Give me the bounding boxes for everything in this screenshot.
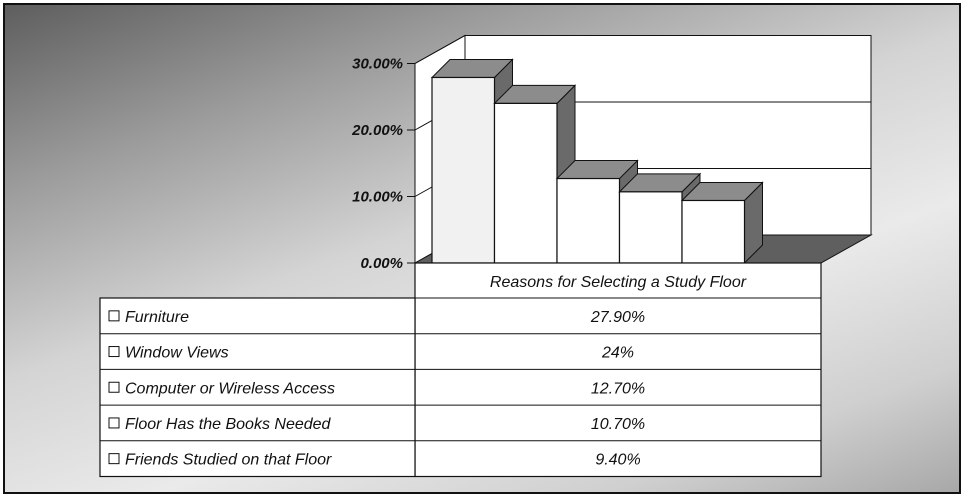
data-label: 24% [601,345,634,362]
y-tick-label: 0.00% [360,255,403,272]
bar-front [681,199,746,264]
chart-bars [430,58,764,265]
series-name: Window Views [125,345,229,362]
legend-key-icon [108,310,120,322]
table-legend-area [99,297,416,478]
bar-front [493,102,558,264]
y-axis-ticks: 0.00% 10.00% 20.00% 30.00% [351,56,416,272]
gridline [414,35,871,64]
legend-key-icon [108,346,120,358]
y-tick-label: 20.00% [351,122,403,139]
y-tick-label: 10.00% [352,189,403,206]
data-table: Reasons for Selecting a Study Floor Furni… [99,262,822,478]
series-name: Floor Has the Books Needed [125,416,332,433]
bar-front [618,191,683,264]
series-name: Furniture [125,309,189,326]
y-tick-label: 30.00% [352,56,403,73]
bar-front [556,177,621,264]
legend-key-icon [108,417,120,429]
data-label: 9.40% [595,452,640,469]
bar-front [431,76,496,264]
chart-frame: 0.00% 10.00% 20.00% 30.00% Reasons for Sele… [3,3,961,494]
series-name: Computer or Wireless Access [125,380,335,397]
chart-svg: 0.00% 10.00% 20.00% 30.00% Reasons for Sele… [99,34,873,478]
data-label: 12.70% [591,380,645,397]
legend-key-icon [108,381,120,393]
data-label: 27.90% [590,309,645,326]
legend-key-icon [108,453,120,465]
category-title: Reasons for Selecting a Study Floor [490,274,747,291]
series-name: Friends Studied on that Floor [125,452,332,469]
data-label: 10.70% [591,416,645,433]
bar-5 [680,181,764,265]
